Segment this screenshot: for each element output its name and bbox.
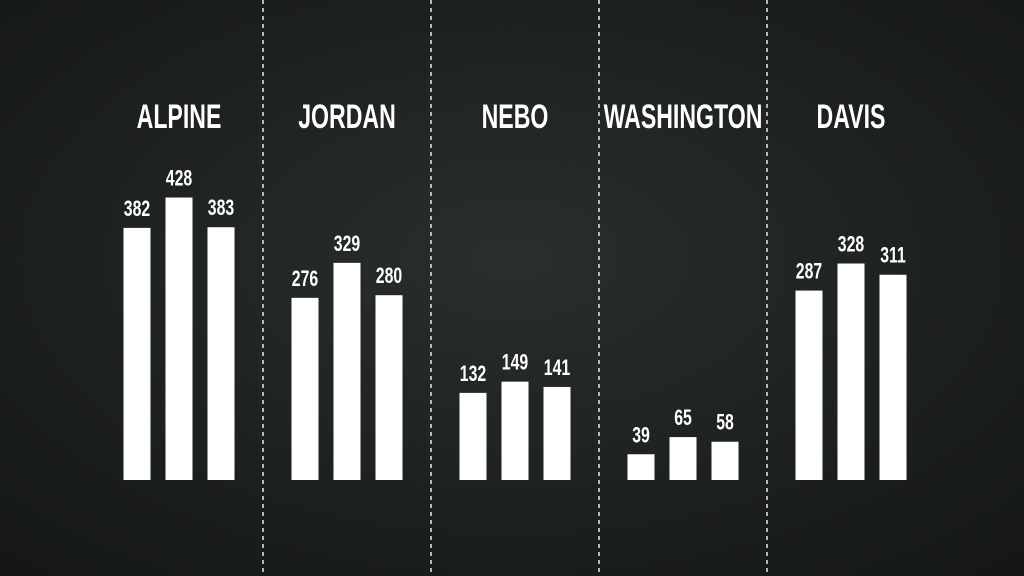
bar (543, 386, 571, 480)
district-title: ALPINE (137, 99, 222, 136)
value-label: 287 (796, 260, 822, 284)
bar (711, 441, 739, 480)
value-label: 311 (880, 244, 906, 268)
value-label: 329 (334, 232, 360, 256)
value-label: 383 (208, 197, 234, 221)
bar (165, 197, 193, 480)
value-label: 428 (166, 167, 193, 191)
bar (459, 392, 487, 480)
district-title: WASHINGTON (604, 99, 763, 136)
dividers (262, 0, 768, 576)
value-label: 132 (460, 363, 486, 387)
bar (669, 437, 697, 480)
bar (501, 381, 529, 480)
value-label: 149 (502, 351, 528, 375)
bar (837, 263, 865, 480)
value-label: 280 (376, 265, 402, 289)
plot-area: ALPINE 382 428 383 JORDAN 276 329 280 NEBO 132 149… (123, 99, 907, 480)
district-title: DAVIS (817, 99, 886, 136)
value-label: 65 (674, 407, 692, 431)
bar (795, 290, 823, 480)
bar (375, 295, 403, 480)
bar (291, 297, 319, 480)
bar (879, 274, 907, 480)
bar (627, 454, 655, 480)
district-title: JORDAN (298, 99, 396, 136)
value-label: 328 (838, 233, 865, 257)
bar (207, 227, 235, 480)
value-label: 39 (632, 424, 650, 448)
value-label: 276 (292, 267, 318, 291)
district-title: NEBO (482, 99, 549, 136)
bar (333, 262, 361, 480)
value-label: 58 (716, 411, 734, 435)
bar (123, 227, 151, 480)
value-label: 141 (544, 357, 571, 381)
value-label: 382 (124, 198, 150, 222)
